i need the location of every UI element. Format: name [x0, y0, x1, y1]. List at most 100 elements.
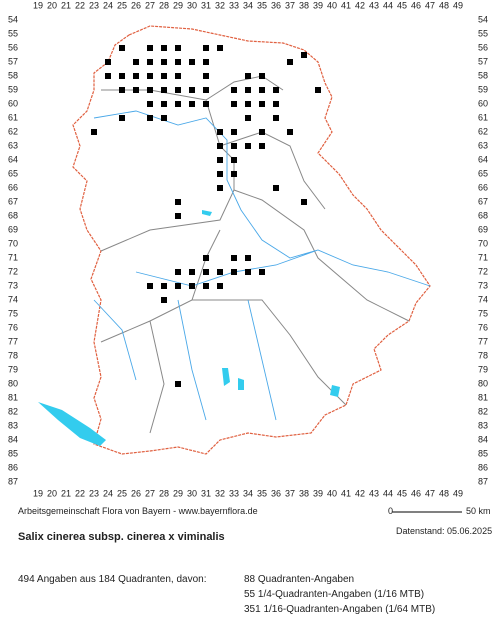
- row-label: 58: [478, 70, 488, 80]
- column-label: 31: [201, 0, 211, 10]
- column-label: 22: [75, 0, 85, 10]
- column-label: 38: [299, 0, 309, 10]
- column-label: 26: [131, 0, 141, 10]
- column-label: 23: [89, 488, 99, 498]
- column-label: 41: [341, 0, 351, 10]
- column-label: 21: [61, 0, 71, 10]
- column-label: 34: [243, 0, 253, 10]
- row-label: 59: [478, 84, 488, 94]
- column-label: 48: [439, 488, 449, 498]
- column-label: 49: [453, 0, 463, 10]
- row-label: 80: [478, 378, 488, 388]
- row-label: 82: [8, 406, 18, 416]
- column-label: 43: [369, 0, 379, 10]
- column-label: 29: [173, 488, 183, 498]
- column-label: 28: [159, 488, 169, 498]
- column-label: 21: [61, 488, 71, 498]
- column-label: 26: [131, 488, 141, 498]
- row-label: 67: [8, 196, 18, 206]
- row-label: 85: [8, 448, 18, 458]
- scale-start: 0: [388, 506, 394, 516]
- row-label: 61: [8, 112, 18, 122]
- row-label: 75: [478, 308, 488, 318]
- row-label: 54: [8, 14, 18, 24]
- row-label: 82: [478, 406, 488, 416]
- column-label: 44: [383, 488, 393, 498]
- row-label: 77: [478, 336, 488, 346]
- row-label: 83: [8, 420, 18, 430]
- row-label: 55: [8, 28, 18, 38]
- column-label: 46: [411, 0, 421, 10]
- column-label: 47: [425, 488, 435, 498]
- summary-line: 88 Quadranten-Angaben: [244, 574, 355, 585]
- rivers: [93, 110, 431, 421]
- row-label: 84: [8, 434, 18, 444]
- row-label: 80: [8, 378, 18, 388]
- row-label: 81: [8, 392, 18, 402]
- column-label: 48: [439, 0, 449, 10]
- row-label: 84: [478, 434, 488, 444]
- row-label: 79: [8, 364, 18, 374]
- lakes: [38, 210, 340, 446]
- column-label: 36: [271, 488, 281, 498]
- row-label: 65: [478, 168, 488, 178]
- column-label: 32: [215, 0, 225, 10]
- column-label: 30: [187, 0, 197, 10]
- column-label: 27: [145, 0, 155, 10]
- column-label: 20: [47, 488, 57, 498]
- row-label: 74: [478, 294, 488, 304]
- row-label: 56: [8, 42, 18, 52]
- column-label: 35: [257, 488, 267, 498]
- summary-total: 494 Angaben aus 184 Quadranten, davon:: [18, 574, 207, 585]
- row-label: 56: [478, 42, 488, 52]
- row-label: 87: [8, 476, 18, 486]
- column-label: 45: [397, 488, 407, 498]
- row-label: 63: [478, 140, 488, 150]
- row-label: 87: [478, 476, 488, 486]
- row-label: 76: [478, 322, 488, 332]
- column-label: 45: [397, 0, 407, 10]
- row-label: 60: [478, 98, 488, 108]
- row-label: 71: [8, 252, 18, 262]
- column-label: 35: [257, 0, 267, 10]
- column-label: 23: [89, 0, 99, 10]
- row-label: 77: [8, 336, 18, 346]
- credit: Arbeitsgemeinschaft Flora von Bayern - w…: [18, 506, 258, 516]
- row-label: 72: [8, 266, 18, 276]
- row-label: 61: [478, 112, 488, 122]
- row-label: 55: [478, 28, 488, 38]
- row-label: 66: [8, 182, 18, 192]
- row-label: 59: [8, 84, 18, 94]
- column-label: 25: [117, 488, 127, 498]
- row-label: 57: [478, 56, 488, 66]
- row-label: 62: [478, 126, 488, 136]
- column-label: 41: [341, 488, 351, 498]
- summary-line: 55 1/4-Quadranten-Angaben (1/16 MTB): [244, 589, 425, 600]
- occurrence-squares: [91, 45, 321, 387]
- row-label: 83: [478, 420, 488, 430]
- row-label: 70: [8, 238, 18, 248]
- row-label: 69: [8, 224, 18, 234]
- row-label: 79: [478, 364, 488, 374]
- species-title: Salix cinerea subsp. cinerea x viminalis: [18, 531, 225, 543]
- column-label: 38: [299, 488, 309, 498]
- column-label: 49: [453, 488, 463, 498]
- column-label: 42: [355, 488, 365, 498]
- row-label: 63: [8, 140, 18, 150]
- row-label: 64: [478, 154, 488, 164]
- column-label: 33: [229, 488, 239, 498]
- column-label: 40: [327, 488, 337, 498]
- row-label: 70: [478, 238, 488, 248]
- row-label: 65: [8, 168, 18, 178]
- row-label: 67: [478, 196, 488, 206]
- column-label: 19: [33, 488, 43, 498]
- column-label: 34: [243, 488, 253, 498]
- row-label: 54: [478, 14, 488, 24]
- row-label: 66: [478, 182, 488, 192]
- column-label: 46: [411, 488, 421, 498]
- summary-line: 351 1/16-Quadranten-Angaben (1/64 MTB): [244, 604, 436, 615]
- row-label: 68: [8, 210, 18, 220]
- column-label: 39: [313, 0, 323, 10]
